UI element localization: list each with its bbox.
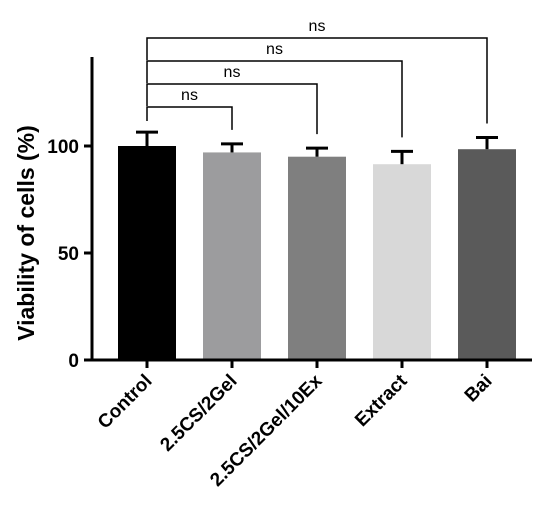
bar-extract — [373, 164, 431, 360]
x-tick-label: Bai — [461, 371, 497, 407]
significance-bracket — [146, 106, 233, 130]
y-axis-title: Viability of cells (%) — [13, 125, 39, 341]
x-tick-label: 2.5CS/2Gel — [156, 371, 241, 456]
significance-brackets: ns ns ns ns — [146, 18, 488, 138]
significance-bracket — [146, 60, 403, 138]
bars-layer — [118, 146, 516, 360]
y-axis-ticks: 0 50 100 — [47, 137, 92, 372]
bar-2-5cs-2gel-10ex — [288, 156, 346, 360]
significance-label: ns — [266, 41, 283, 58]
significance-label: ns — [224, 64, 241, 81]
significance-label: ns — [309, 18, 326, 35]
bar-2-5cs-2gel — [203, 152, 261, 360]
significance-label: ns — [181, 87, 198, 104]
bar-bai — [458, 149, 516, 360]
error-bars-layer — [136, 130, 498, 165]
bar-control — [118, 146, 176, 360]
y-tick-label: 0 — [68, 351, 79, 372]
x-tick-label: Control — [94, 371, 157, 434]
y-tick-label: 100 — [47, 137, 79, 158]
significance-bracket — [146, 37, 488, 124]
significance-bracket — [146, 83, 318, 135]
x-tick-label: Extract — [351, 370, 412, 431]
y-tick-label: 50 — [58, 244, 79, 265]
